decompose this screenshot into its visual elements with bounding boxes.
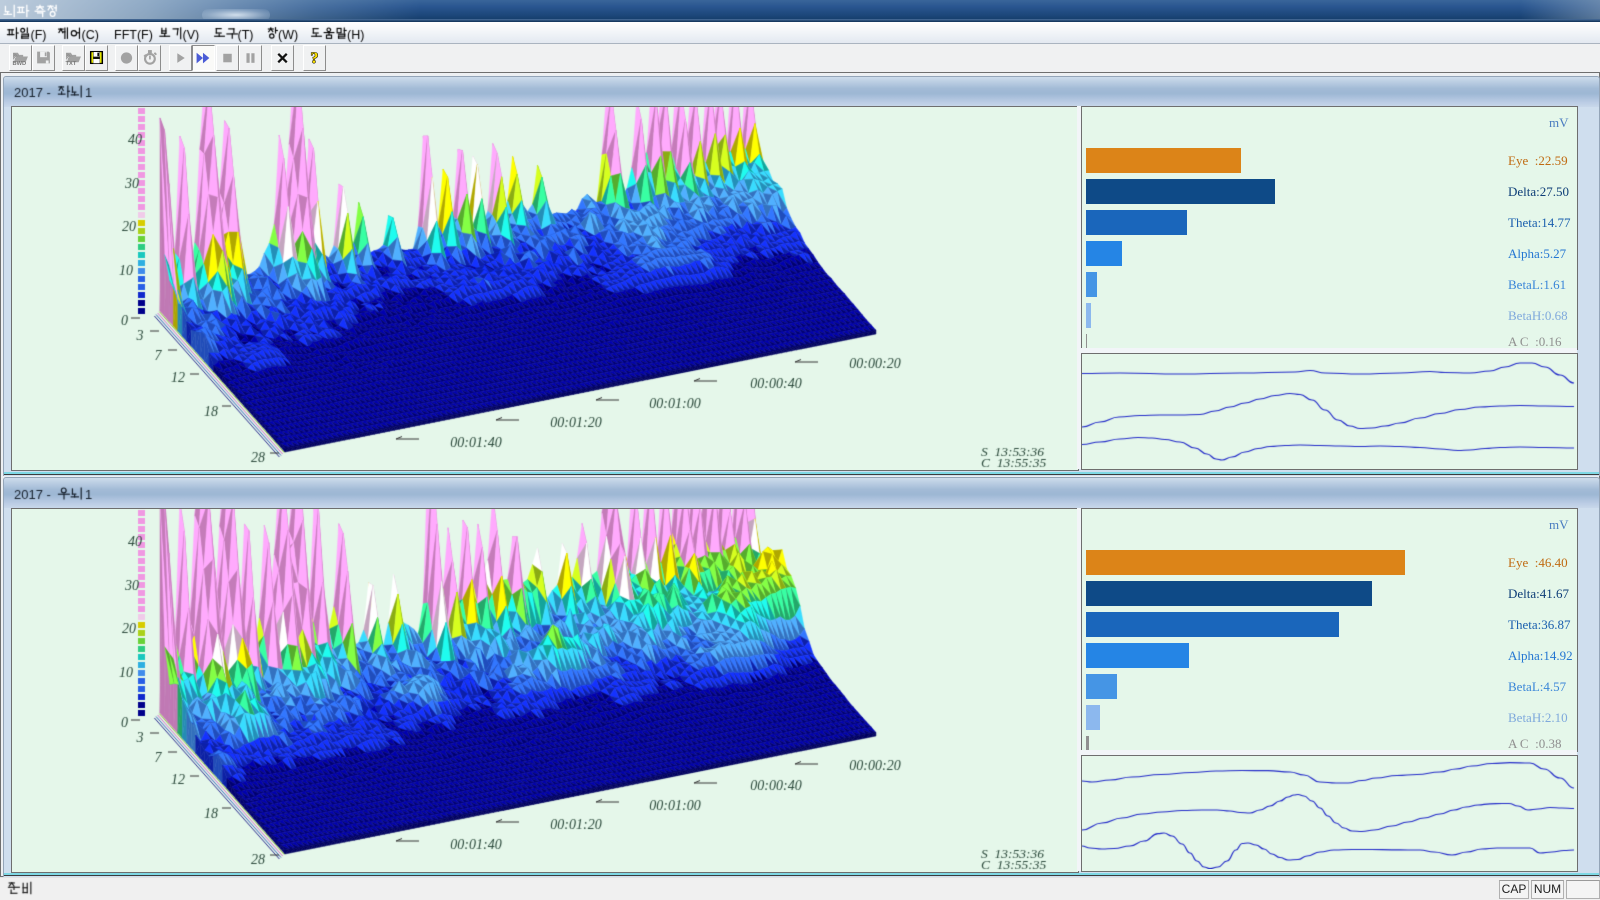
svg-text:BWD: BWD (13, 61, 27, 66)
svg-text:TXT: TXT (66, 61, 77, 66)
svg-text:?: ? (311, 50, 319, 66)
